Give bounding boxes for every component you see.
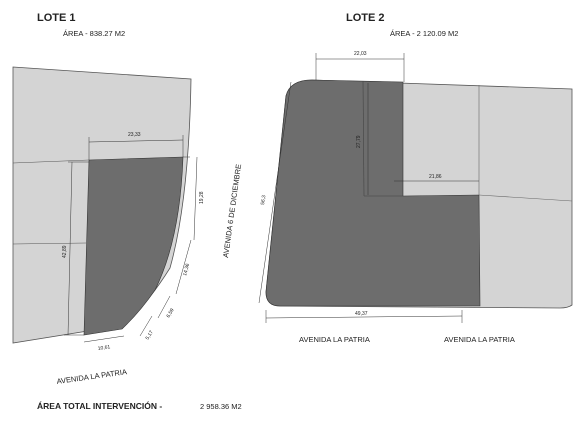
lote2-area: ÁREA - 2 120.09 M2: [390, 29, 459, 38]
lote1-dim-bottom: 10,61: [97, 344, 110, 352]
total-area-value: 2 958.36 M2: [200, 402, 242, 411]
lote1-dim-d1: 6,59: [166, 307, 176, 319]
street-la-patria-lote2-left: AVENIDA LA PATRIA: [299, 335, 370, 344]
lote2-dim-inner-v: 27,79: [356, 135, 362, 148]
lote1-dim-r1: 19,28: [199, 191, 205, 204]
lote2-dim-bottom: 49,37: [355, 311, 368, 317]
lote2-plan: 22,03 56,3 27,79 21,86 49,37: [258, 51, 573, 323]
total-area-label: ÁREA TOTAL INTERVENCIÓN -: [37, 401, 163, 411]
lote1-dim-r2: 14,36: [182, 263, 191, 277]
lote2-dim-top: 22,03: [354, 51, 367, 57]
lote2-parcel: [265, 79, 481, 307]
lote1-area: ÁREA - 838.27 M2: [63, 29, 126, 38]
street-la-patria-lote2-right: AVENIDA LA PATRIA: [444, 335, 515, 344]
lote1-parcel: [83, 156, 184, 336]
lote1-dim-left: 42,89: [62, 245, 68, 258]
street-6-de-diciembre: AVENIDA 6 DE DICIEMBRE: [221, 163, 243, 258]
lote2-dim-inner-h: 21,86: [429, 174, 442, 180]
lote1-title: LOTE 1: [37, 12, 76, 24]
lote1-dim-top: 23,33: [128, 132, 141, 138]
lote1-plan: 23,33 42,89 19,28 14,36 6,59 5,17 10,61: [12, 66, 205, 352]
lote1-dim-d2: 5,17: [145, 329, 155, 341]
lote2-dim-left: 56,3: [260, 195, 267, 206]
street-la-patria-lote1: AVENIDA LA PATRIA: [56, 367, 127, 386]
lote2-title: LOTE 2: [346, 12, 385, 24]
